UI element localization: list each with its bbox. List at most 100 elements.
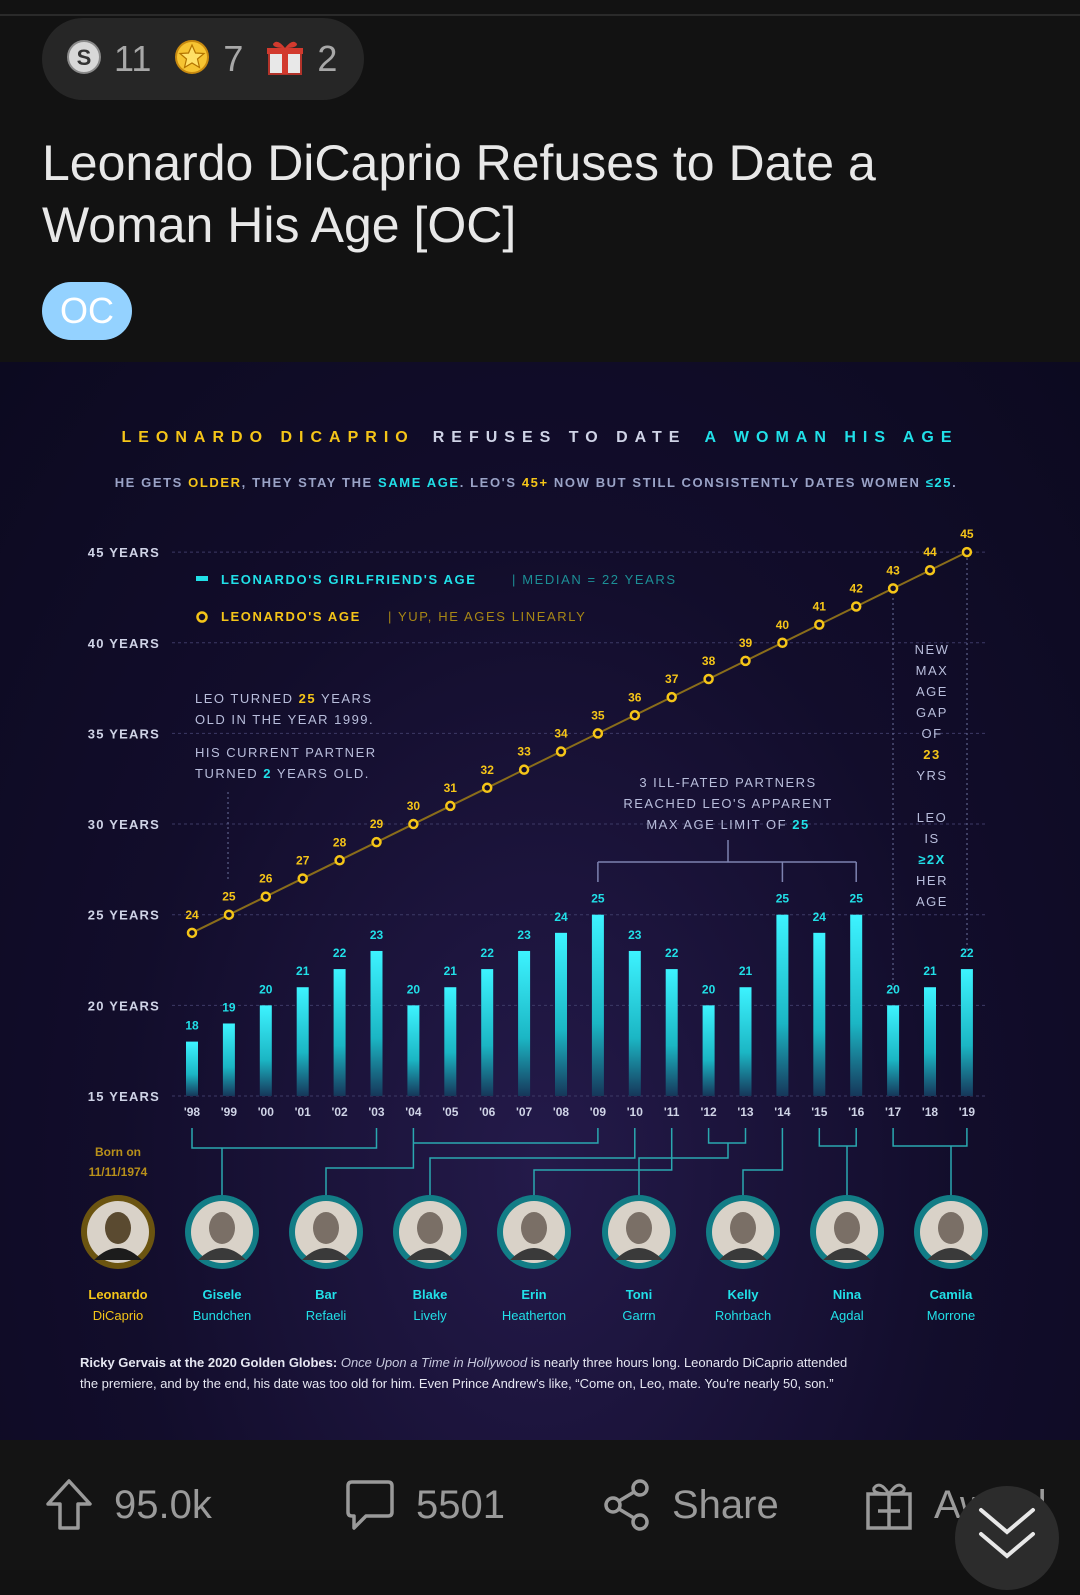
text-segment: . LEO'S bbox=[460, 475, 522, 490]
annotation-ill-fated-line2: REACHED LEO'S APPARENT bbox=[623, 796, 832, 811]
leo-age-label: 45 bbox=[960, 527, 974, 541]
portrait-shoulders bbox=[406, 1248, 454, 1260]
comments-button[interactable]: 5501 bbox=[344, 1440, 505, 1570]
oc-flair[interactable]: OC bbox=[42, 282, 132, 340]
leo-age-point bbox=[666, 691, 677, 703]
leo-age-point bbox=[408, 818, 419, 830]
bar-value-label: 21 bbox=[296, 964, 310, 978]
x-tick-label: '98 bbox=[184, 1105, 201, 1119]
girlfriend-age-bar bbox=[887, 1005, 900, 1096]
girlfriend-age-bar bbox=[702, 1005, 715, 1096]
silver-award-icon: S bbox=[66, 39, 102, 80]
text-segment: 45+ bbox=[522, 475, 549, 490]
gift-box-icon bbox=[866, 1483, 912, 1530]
girlfriend-age-bar bbox=[444, 987, 457, 1096]
connector-blake bbox=[429, 1128, 636, 1198]
title-segment: LEONARDO DICAPRIO bbox=[121, 429, 414, 446]
bar-value-label: 22 bbox=[960, 946, 974, 960]
portrait-shoulders bbox=[510, 1248, 558, 1260]
portrait-dicaprio bbox=[81, 1195, 155, 1269]
leo-age-point bbox=[481, 782, 493, 794]
leo-age-label: 31 bbox=[444, 781, 458, 795]
y-tick-label: 20 YEARS bbox=[88, 998, 160, 1013]
post-title: Leonardo DiCaprio Refuses to Date a Woma… bbox=[42, 135, 876, 253]
bar-value-label: 24 bbox=[813, 910, 827, 924]
person-last-name: Garrn bbox=[622, 1308, 655, 1323]
x-tick-label: '15 bbox=[811, 1105, 828, 1119]
award-silver-award[interactable]: S 11 bbox=[66, 38, 151, 80]
upvote-arrow-icon[interactable] bbox=[44, 1478, 94, 1532]
bar-value-label: 20 bbox=[259, 982, 273, 996]
portrait-shoulders bbox=[823, 1248, 871, 1260]
bar-value-label: 22 bbox=[333, 946, 347, 960]
chart-subtitle: HE GETS OLDER, THEY STAY THE SAME AGE. L… bbox=[115, 475, 958, 490]
text-segment: . bbox=[952, 475, 957, 490]
annotation-age-gap: ≥2X bbox=[918, 852, 946, 867]
x-tick-label: '10 bbox=[627, 1105, 644, 1119]
text-segment: TURNED bbox=[195, 766, 263, 781]
girlfriend-age-bar bbox=[739, 987, 752, 1096]
leo-age-point bbox=[740, 655, 751, 667]
girlfriend-age-bar bbox=[960, 969, 973, 1096]
connector-erin bbox=[533, 1128, 673, 1198]
share-icon bbox=[604, 1479, 649, 1531]
y-tick-label: 30 YEARS bbox=[88, 817, 160, 832]
text-segment: YEARS bbox=[316, 691, 372, 706]
person-last-name: Lively bbox=[413, 1308, 447, 1323]
y-tick-label: 40 YEARS bbox=[88, 636, 160, 651]
x-tick-label: '12 bbox=[700, 1105, 717, 1119]
girlfriend-age-bar bbox=[591, 914, 604, 1096]
person-first-name: Kelly bbox=[727, 1287, 759, 1302]
portrait-face bbox=[313, 1212, 339, 1244]
svg-text:S: S bbox=[77, 45, 92, 70]
text-segment: NOW BUT STILL CONSISTENTLY DATES WOMEN bbox=[549, 475, 926, 490]
connector-bar bbox=[325, 1128, 599, 1198]
leo-age-point bbox=[371, 836, 382, 848]
portrait-heatherton bbox=[497, 1195, 571, 1269]
legend-leo-label: LEONARDO'S AGE bbox=[221, 609, 361, 624]
bar-value-label: 21 bbox=[739, 964, 753, 978]
annotation-age-gap: IS bbox=[924, 831, 939, 846]
person-first-name: Blake bbox=[413, 1287, 448, 1302]
comment-bubble-icon bbox=[346, 1480, 394, 1530]
annotation-age-gap: OF bbox=[921, 726, 942, 741]
leo-age-label: 44 bbox=[923, 545, 937, 559]
person-first-name: Camila bbox=[930, 1287, 973, 1302]
leo-age-label: 38 bbox=[702, 654, 716, 668]
girlfriend-age-bar bbox=[333, 969, 346, 1096]
y-tick-label: 15 YEARS bbox=[88, 1089, 160, 1104]
chart-title: LEONARDO DICAPRIO REFUSES TO DATE A WOMAN … bbox=[121, 429, 958, 446]
top-divider bbox=[0, 14, 1080, 16]
share-button[interactable]: Share bbox=[602, 1440, 779, 1570]
legend-bar-swatch bbox=[196, 576, 208, 581]
leo-age-label: 33 bbox=[517, 745, 531, 759]
legend-gf-label: LEONARDO'S GIRLFRIEND'S AGE bbox=[221, 572, 476, 587]
infographic-image[interactable]: LEONARDO DICAPRIO REFUSES TO DATE A WOMAN … bbox=[0, 362, 1080, 1440]
leo-age-point bbox=[555, 746, 567, 757]
award-gift-award[interactable]: 2 bbox=[265, 38, 337, 81]
portrait-shoulders bbox=[615, 1248, 663, 1260]
quote-line2: the premiere, and by the end, his date w… bbox=[80, 1376, 834, 1391]
leo-age-point bbox=[334, 855, 345, 866]
portrait-face bbox=[209, 1212, 235, 1244]
born-on-label: Born on bbox=[95, 1145, 141, 1159]
award-gold-star-award[interactable]: 7 bbox=[173, 38, 243, 80]
upvote-button[interactable]: 95.0k bbox=[44, 1440, 212, 1570]
awards-bar[interactable]: S 11 7 2 bbox=[42, 18, 364, 100]
connector-nina bbox=[818, 1128, 857, 1198]
connector-kelly bbox=[742, 1128, 784, 1198]
scroll-down-button[interactable] bbox=[955, 1486, 1059, 1590]
annotation-age-gap: MAX bbox=[916, 663, 949, 678]
leo-age-line bbox=[191, 551, 968, 934]
x-tick-label: '06 bbox=[479, 1105, 496, 1119]
bar-value-label: 18 bbox=[185, 1019, 199, 1033]
girlfriend-age-bar bbox=[259, 1005, 272, 1096]
girlfriend-age-bar bbox=[924, 987, 936, 1096]
girlfriend-age-bar bbox=[186, 1041, 198, 1096]
text-segment: HE GETS bbox=[115, 475, 188, 490]
text-segment: 25 bbox=[792, 817, 809, 832]
y-tick-label: 35 YEARS bbox=[88, 726, 160, 741]
annotation-partner-born: HIS CURRENT PARTNER bbox=[195, 745, 377, 760]
person-last-name: Morrone bbox=[927, 1308, 975, 1323]
leo-age-point bbox=[223, 909, 235, 920]
